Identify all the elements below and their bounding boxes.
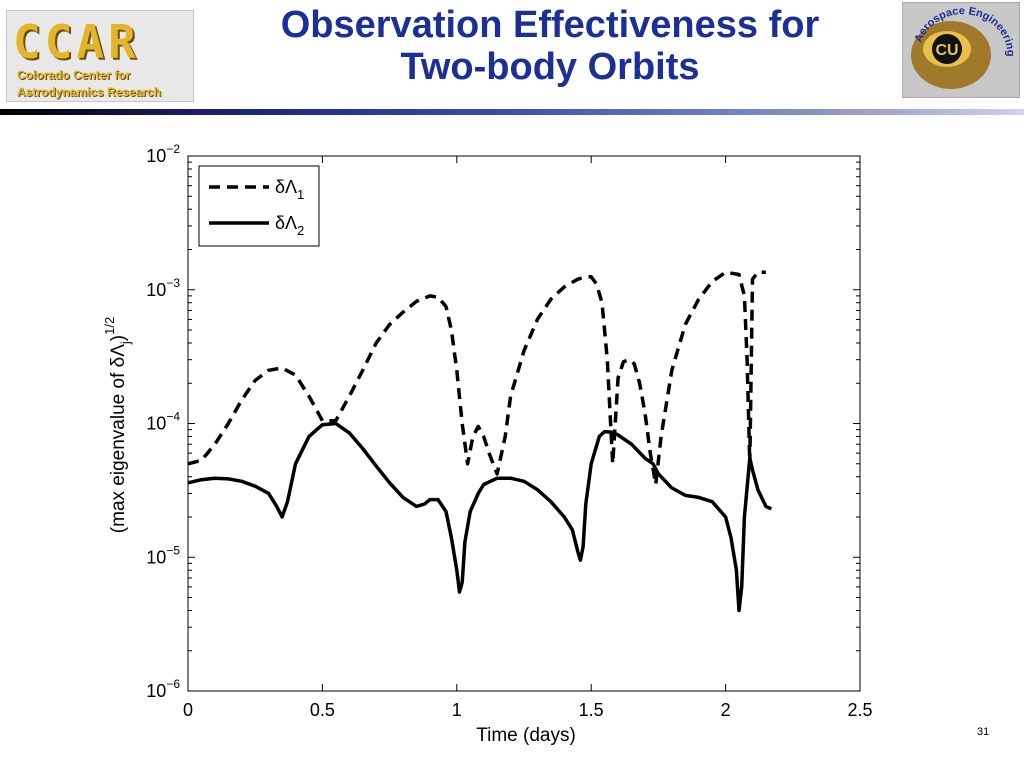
cu-aerospace-logo: CU Aerospace Engineering: [902, 2, 1020, 98]
slide-number: 31: [977, 726, 990, 738]
y-tick-label: 10−6: [146, 677, 180, 701]
y-axis-label: (max eigenvalue of δΛj)1/2: [102, 317, 133, 533]
y-tick-label: 10−5: [146, 543, 180, 567]
y-tick-label: 10−4: [146, 410, 180, 434]
cu-aerospace-logo-graphic: CU Aerospace Engineering: [903, 3, 1019, 97]
x-axis-label: Time (days): [476, 725, 576, 746]
slide-header: CCAR Colorado Center for Astrodynamics R…: [0, 0, 1024, 115]
ccar-logo: CCAR Colorado Center for Astrodynamics R…: [6, 10, 194, 102]
y-tick-label: 10−2: [146, 142, 180, 166]
ccar-logo-line1: Colorado Center for: [17, 68, 131, 82]
legend-box: [198, 165, 320, 247]
series-line-2: [187, 421, 773, 613]
ccar-logo-line2: Astrodynamics Research: [17, 85, 162, 99]
y-tick-label: 10−3: [146, 276, 180, 300]
x-tick-label: 2.5: [847, 700, 872, 720]
x-tick-label: 0: [183, 700, 193, 720]
x-tick-label: 1: [452, 700, 462, 720]
x-tick-label: 0.5: [310, 700, 335, 720]
legend-label-2: δΛ2: [275, 213, 304, 238]
x-tick-label: 1.5: [579, 700, 604, 720]
legend-label-1: δΛ1: [275, 177, 304, 202]
slide-title-line2: Two-body Orbits: [400, 46, 700, 88]
cu-monogram: CU: [935, 42, 958, 59]
x-tick-label: 2: [721, 700, 731, 720]
plot-frame: [187, 155, 861, 692]
slide-title-line1: Observation Effectiveness for: [280, 4, 820, 46]
ccar-logo-wordmark: CCAR: [13, 15, 140, 69]
header-rule: [0, 109, 1024, 115]
slide-title: Observation Effectiveness for Two-body O…: [200, 4, 900, 88]
